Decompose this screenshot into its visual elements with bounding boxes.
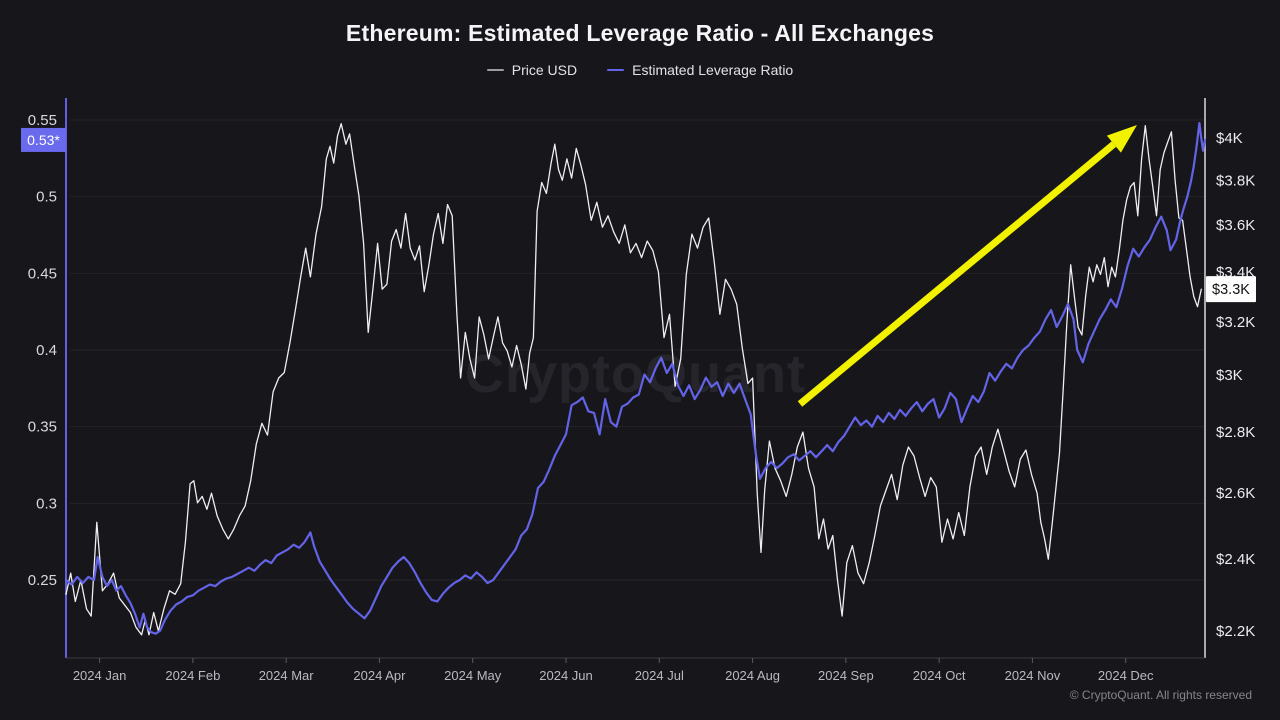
x-tick-label: 2024 Jan — [73, 668, 127, 683]
trend-arrow-head-icon — [1106, 125, 1137, 153]
current-price-badge — [1206, 276, 1256, 303]
leverage-ratio-line — [64, 121, 1207, 635]
right-tick-label: $3.6K — [1216, 217, 1255, 234]
x-tick-label: 2024 Dec — [1098, 668, 1154, 683]
trend-arrow-shaft — [797, 141, 1117, 407]
x-tick-label: 2024 Feb — [165, 668, 220, 683]
left-tick-label: 0.45 — [28, 265, 57, 282]
right-tick-label: $2.8K — [1216, 424, 1255, 441]
x-tick-label: 2024 Aug — [725, 668, 780, 683]
chart-title: Ethereum: Estimated Leverage Ratio - All… — [345, 20, 935, 46]
left-tick-label: 0.4 — [36, 342, 57, 359]
copyright-text: © CryptoQuant. All rights reserved — [1069, 688, 1252, 702]
right-tick-label: $3.8K — [1216, 172, 1255, 189]
legend-label-leverage: Estimated Leverage Ratio — [632, 62, 794, 78]
x-tick-label: 2024 Oct — [913, 668, 966, 683]
right-tick-label: $3K — [1216, 367, 1243, 384]
legend-item-leverage[interactable]: Estimated Leverage Ratio — [607, 62, 793, 78]
legend-item-price[interactable]: Price USD — [486, 62, 578, 78]
x-tick-label: 2024 Sep — [818, 668, 874, 683]
x-tick-label: 2024 Jul — [635, 668, 684, 683]
current-leverage-badge-label: 0.53* — [27, 132, 60, 148]
x-tick-label: 2024 Nov — [1005, 668, 1061, 683]
x-tick-label: 2024 Jun — [539, 668, 593, 683]
right-tick-label: $3.2K — [1216, 314, 1255, 331]
right-tick-label: $2.2K — [1216, 623, 1255, 640]
watermark-text: CryptoQuant — [465, 344, 806, 404]
left-tick-label: 0.3 — [36, 495, 57, 512]
chart-legend: Price USD Estimated Leverage Ratio — [0, 62, 1280, 78]
right-tick-label: $2.4K — [1216, 551, 1255, 568]
x-tick-label: 2024 May — [444, 668, 502, 683]
right-tick-label: $4K — [1216, 130, 1243, 147]
right-tick-label: $2.6K — [1216, 485, 1255, 502]
current-leverage-badge — [21, 127, 66, 152]
x-tick-label: 2024 Apr — [353, 668, 406, 683]
x-tick-label: 2024 Mar — [259, 668, 315, 683]
leverage-line-swatch-icon — [607, 69, 625, 71]
left-tick-label: 0.55 — [28, 112, 57, 129]
price-line-swatch-icon — [486, 69, 504, 71]
legend-label-price: Price USD — [511, 62, 578, 78]
left-tick-label: 0.5 — [36, 189, 57, 206]
price-line — [65, 123, 1202, 636]
left-tick-label: 0.35 — [28, 419, 57, 436]
current-price-badge-label: $3.3K — [1212, 282, 1250, 298]
left-tick-label: 0.25 — [28, 572, 57, 589]
